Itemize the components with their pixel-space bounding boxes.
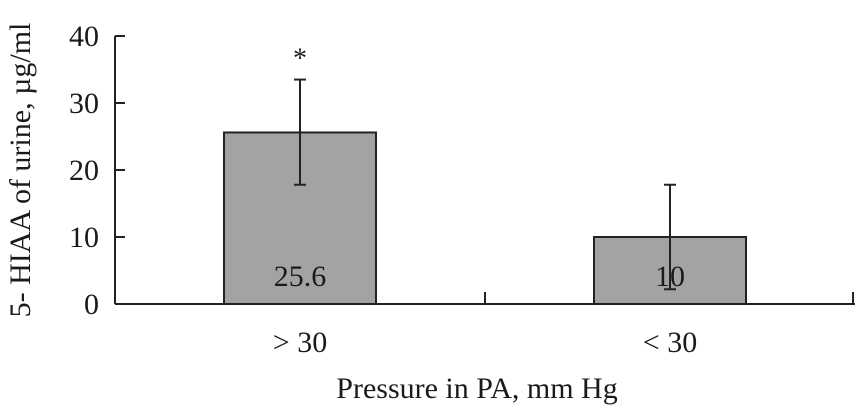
y-tick-label: 40 [69, 20, 99, 53]
y-tick-label: 20 [69, 154, 99, 187]
y-axis: 0 10 20 30 40 [69, 20, 125, 321]
significance-marker: * [293, 44, 307, 75]
bars: 25.6 * 10 [223, 44, 747, 305]
x-tick-label: > 30 [273, 326, 327, 359]
x-tick-label: < 30 [643, 326, 697, 359]
y-tick-label: 30 [69, 87, 99, 120]
y-tick-label: 10 [69, 221, 99, 254]
y-tick-label: 0 [84, 288, 99, 321]
x-axis-title: Pressure in PA, mm Hg [336, 372, 617, 405]
data-label: 10 [655, 260, 685, 293]
y-axis-title: 5- HIAA of urine, µg/ml [4, 23, 37, 318]
data-label: 25.6 [274, 260, 327, 293]
